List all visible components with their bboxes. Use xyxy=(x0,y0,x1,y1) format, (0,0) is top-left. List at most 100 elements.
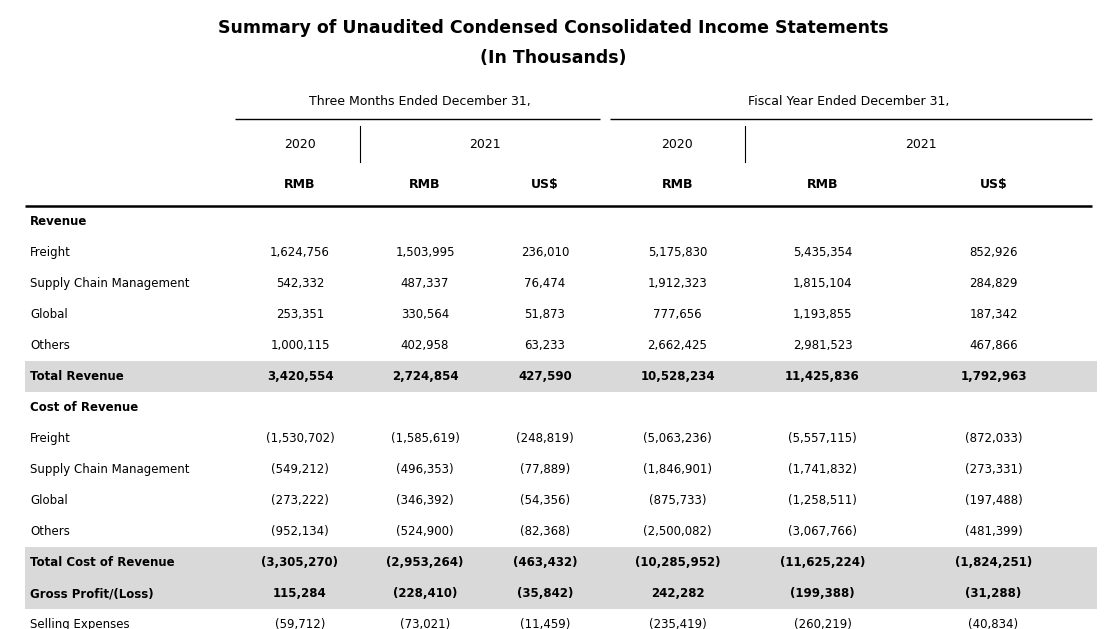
Text: 467,866: 467,866 xyxy=(970,339,1017,352)
Text: 1,912,323: 1,912,323 xyxy=(648,277,707,290)
Text: 10,528,234: 10,528,234 xyxy=(640,370,715,383)
Text: 427,590: 427,590 xyxy=(518,370,572,383)
Text: (3,067,766): (3,067,766) xyxy=(788,525,857,538)
Text: Fiscal Year Ended December 31,: Fiscal Year Ended December 31, xyxy=(748,96,949,108)
Text: RMB: RMB xyxy=(284,177,315,191)
Text: (1,846,901): (1,846,901) xyxy=(643,463,712,476)
Text: 487,337: 487,337 xyxy=(401,277,449,290)
Text: 187,342: 187,342 xyxy=(970,308,1017,321)
Text: 1,815,104: 1,815,104 xyxy=(793,277,852,290)
Text: 11,425,836: 11,425,836 xyxy=(785,370,860,383)
Text: 284,829: 284,829 xyxy=(970,277,1017,290)
Text: Total Cost of Revenue: Total Cost of Revenue xyxy=(30,556,175,569)
Text: Supply Chain Management: Supply Chain Management xyxy=(30,277,189,290)
Text: Supply Chain Management: Supply Chain Management xyxy=(30,463,189,476)
Text: Total Revenue: Total Revenue xyxy=(30,370,124,383)
Text: (235,419): (235,419) xyxy=(649,618,706,629)
Text: US$: US$ xyxy=(980,177,1007,191)
Text: (3,305,270): (3,305,270) xyxy=(261,556,339,569)
Text: (In Thousands): (In Thousands) xyxy=(480,49,627,67)
Bar xyxy=(25,361,1097,392)
Text: 51,873: 51,873 xyxy=(525,308,566,321)
Text: 242,282: 242,282 xyxy=(651,587,704,600)
Text: RMB: RMB xyxy=(807,177,838,191)
Text: 236,010: 236,010 xyxy=(520,246,569,259)
Text: (59,712): (59,712) xyxy=(275,618,325,629)
Text: (199,388): (199,388) xyxy=(790,587,855,600)
Text: (35,842): (35,842) xyxy=(517,587,573,600)
Text: Others: Others xyxy=(30,339,70,352)
Text: 2020: 2020 xyxy=(662,138,693,150)
Text: Gross Profit/(Loss): Gross Profit/(Loss) xyxy=(30,587,154,600)
Text: (273,222): (273,222) xyxy=(271,494,329,507)
Text: Global: Global xyxy=(30,308,68,321)
Text: 115,284: 115,284 xyxy=(273,587,327,600)
Text: 2,724,854: 2,724,854 xyxy=(392,370,458,383)
Text: (952,134): (952,134) xyxy=(271,525,329,538)
Text: (228,410): (228,410) xyxy=(393,587,457,600)
Text: 852,926: 852,926 xyxy=(970,246,1017,259)
Text: (2,953,264): (2,953,264) xyxy=(386,556,464,569)
Text: (273,331): (273,331) xyxy=(964,463,1022,476)
Text: 63,233: 63,233 xyxy=(525,339,566,352)
Text: (5,063,236): (5,063,236) xyxy=(643,432,712,445)
Text: (496,353): (496,353) xyxy=(396,463,454,476)
Text: RMB: RMB xyxy=(662,177,693,191)
Text: (463,432): (463,432) xyxy=(513,556,577,569)
Text: (82,368): (82,368) xyxy=(520,525,570,538)
Text: 542,332: 542,332 xyxy=(276,277,324,290)
Bar xyxy=(25,578,1097,609)
Text: (260,219): (260,219) xyxy=(794,618,851,629)
Text: (5,557,115): (5,557,115) xyxy=(788,432,857,445)
Text: (481,399): (481,399) xyxy=(964,525,1023,538)
Text: 2021: 2021 xyxy=(469,138,500,150)
Text: (1,741,832): (1,741,832) xyxy=(788,463,857,476)
Text: (10,285,952): (10,285,952) xyxy=(634,556,721,569)
Text: (346,392): (346,392) xyxy=(396,494,454,507)
Text: 2021: 2021 xyxy=(906,138,937,150)
Text: (2,500,082): (2,500,082) xyxy=(643,525,712,538)
Text: 2,662,425: 2,662,425 xyxy=(648,339,707,352)
Text: 1,624,756: 1,624,756 xyxy=(270,246,330,259)
Text: 402,958: 402,958 xyxy=(401,339,449,352)
Text: (1,258,511): (1,258,511) xyxy=(788,494,857,507)
Text: Cost of Revenue: Cost of Revenue xyxy=(30,401,138,414)
Text: 253,351: 253,351 xyxy=(276,308,324,321)
Text: (40,834): (40,834) xyxy=(969,618,1018,629)
Text: 2,981,523: 2,981,523 xyxy=(793,339,852,352)
Text: (1,824,251): (1,824,251) xyxy=(955,556,1032,569)
Text: Revenue: Revenue xyxy=(30,215,87,228)
Text: (31,288): (31,288) xyxy=(965,587,1022,600)
Text: 3,420,554: 3,420,554 xyxy=(267,370,333,383)
Text: (1,585,619): (1,585,619) xyxy=(391,432,459,445)
Text: 1,792,963: 1,792,963 xyxy=(960,370,1027,383)
Text: (248,819): (248,819) xyxy=(516,432,573,445)
Text: 2020: 2020 xyxy=(284,138,315,150)
Text: Selling Expenses: Selling Expenses xyxy=(30,618,130,629)
Text: (77,889): (77,889) xyxy=(520,463,570,476)
Text: (197,488): (197,488) xyxy=(964,494,1023,507)
Text: 1,000,115: 1,000,115 xyxy=(270,339,330,352)
Text: 1,193,855: 1,193,855 xyxy=(793,308,852,321)
Text: Others: Others xyxy=(30,525,70,538)
Text: (524,900): (524,900) xyxy=(396,525,454,538)
Text: 5,435,354: 5,435,354 xyxy=(793,246,852,259)
Text: 330,564: 330,564 xyxy=(401,308,449,321)
Text: (73,021): (73,021) xyxy=(400,618,451,629)
Text: (11,459): (11,459) xyxy=(520,618,570,629)
Bar xyxy=(25,547,1097,578)
Text: Freight: Freight xyxy=(30,246,71,259)
Text: Global: Global xyxy=(30,494,68,507)
Text: Freight: Freight xyxy=(30,432,71,445)
Text: 5,175,830: 5,175,830 xyxy=(648,246,707,259)
Text: (549,212): (549,212) xyxy=(271,463,329,476)
Text: US$: US$ xyxy=(531,177,559,191)
Text: 1,503,995: 1,503,995 xyxy=(395,246,455,259)
Text: (54,356): (54,356) xyxy=(520,494,570,507)
Text: (11,625,224): (11,625,224) xyxy=(779,556,866,569)
Text: Summary of Unaudited Condensed Consolidated Income Statements: Summary of Unaudited Condensed Consolida… xyxy=(218,19,889,37)
Text: Three Months Ended December 31,: Three Months Ended December 31, xyxy=(309,96,531,108)
Text: 777,656: 777,656 xyxy=(653,308,702,321)
Text: RMB: RMB xyxy=(410,177,441,191)
Text: (1,530,702): (1,530,702) xyxy=(266,432,334,445)
